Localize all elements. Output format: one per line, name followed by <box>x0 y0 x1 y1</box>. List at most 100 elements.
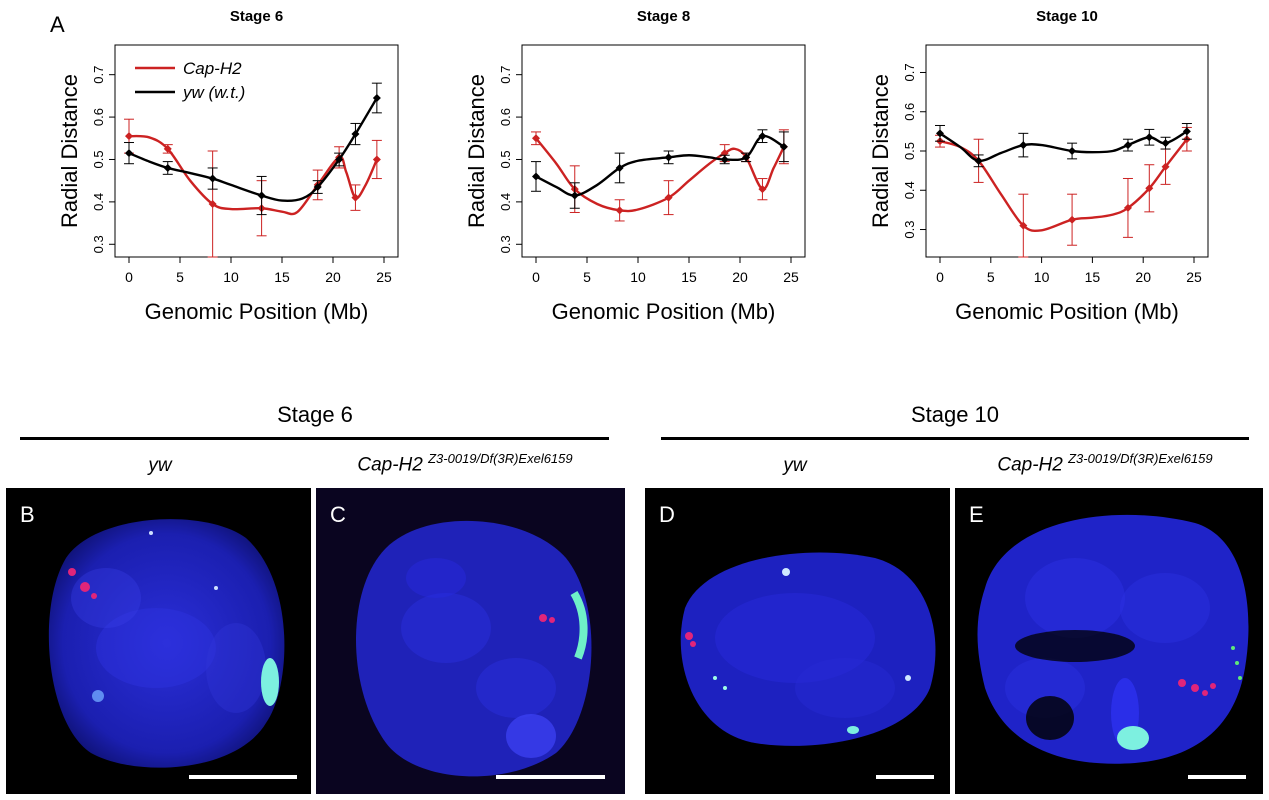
chart3-xtick-label: 10 <box>1034 269 1050 285</box>
stage6-title: Stage 6 <box>277 402 353 427</box>
chart3-xtick-label: 0 <box>936 269 944 285</box>
chart3-ytick-label: 0.4 <box>902 181 917 199</box>
chart2-series1-point <box>532 134 540 143</box>
genotype-d: yw <box>783 455 807 476</box>
chart1-series1-point <box>125 132 133 141</box>
chart1-series1-point <box>163 144 172 153</box>
chart2-series2-point <box>742 153 751 162</box>
chart1-series1-point <box>208 200 217 208</box>
scale-bar-d <box>876 775 934 779</box>
chart3-xtick-label: 5 <box>987 269 995 285</box>
panel-letter-c: C <box>330 502 346 527</box>
chart2-xlabel: Genomic Position (Mb) <box>552 299 776 324</box>
chart2-xtick-label: 5 <box>583 269 591 285</box>
chart2-series2-point <box>720 155 729 164</box>
chart2-series1-line <box>535 137 785 213</box>
chart3-xtick-label: 15 <box>1085 269 1101 285</box>
nucleus-image-d <box>680 552 936 746</box>
chart2-series1-point <box>615 206 624 215</box>
chart1-series1-point <box>351 193 360 202</box>
chart3-series2-point <box>1068 147 1077 155</box>
chart-area: Stage 6 0.3 0.4 0.5 0.6 0.7 0 5 10 15 20 25 Genomic … <box>57 8 1209 324</box>
chart2-series2-point <box>615 163 624 172</box>
chart2-title: Stage 8 <box>637 8 690 25</box>
panel-letter-b: B <box>20 502 35 527</box>
chart2-xtick-label: 10 <box>630 269 646 285</box>
chart2-series1-point <box>758 185 767 194</box>
micrograph-d: D <box>645 488 950 794</box>
genotype-b: yw <box>148 455 172 476</box>
nucleus-image-c <box>356 520 592 777</box>
chart3-ytick-label: 0.7 <box>902 63 917 81</box>
chart3-series1-point <box>1068 215 1077 224</box>
chart2-ytick-label: 0.5 <box>498 150 513 168</box>
chart3-series2-point <box>1123 141 1132 150</box>
chart1-xtick-label: 15 <box>274 269 290 285</box>
chart1-series2-point <box>335 155 344 164</box>
chart1-xtick-label: 20 <box>325 269 341 285</box>
chart1-ytick-label: 0.5 <box>91 150 106 168</box>
chart3-ytick-label: 0.6 <box>902 103 917 121</box>
chart3-xtick-label: 20 <box>1135 269 1151 285</box>
chart3-series2-point <box>936 129 944 138</box>
chart3-series1-point <box>1161 162 1170 171</box>
chart1-ytick-label: 0.7 <box>91 66 106 84</box>
chart3-series2-point <box>974 156 983 165</box>
chart2-xtick-label: 0 <box>532 269 540 285</box>
scale-bar-e <box>1188 775 1246 779</box>
chart1-legend-label-2: yw (w.t.) <box>182 83 245 102</box>
chart1-ytick-label: 0.3 <box>91 235 106 253</box>
panel-letter-e: E <box>969 502 984 527</box>
chart2-ytick-label: 0.4 <box>498 193 513 211</box>
chart2-xtick-label: 20 <box>732 269 748 285</box>
genotype-e: Cap-H2 Z3-0019/Df(3R)Exel6159 <box>997 451 1213 476</box>
chart3-series1-point <box>1123 203 1132 212</box>
chart2-series2-point <box>758 132 767 141</box>
chart1-series2-point <box>163 163 172 172</box>
chart1-series1-point <box>372 155 381 164</box>
stage10-divider <box>661 437 1249 440</box>
chart1-frame <box>114 44 399 258</box>
chart1-xlabel: Genomic Position (Mb) <box>145 299 369 324</box>
chart1-series2-point <box>125 149 133 158</box>
chart1-series2-point <box>372 94 381 102</box>
chart3-series1-point <box>1145 184 1154 193</box>
chart1-ylabel: Radial Distance <box>57 74 82 228</box>
chart1-series2-point <box>351 130 360 139</box>
stage6-divider <box>20 437 609 440</box>
chart3-series2-point <box>1182 127 1191 136</box>
chart1-xtick-label: 5 <box>176 269 184 285</box>
scale-bar-b <box>189 775 297 779</box>
chart1-legend-label-1: Cap-H2 <box>183 59 242 78</box>
chart1-series1-line <box>128 134 378 216</box>
chart1-title: Stage 6 <box>230 8 283 25</box>
chart2-series2-point <box>532 172 540 181</box>
stage10-title: Stage 10 <box>910 402 1000 427</box>
chart2-series2-point <box>779 142 788 151</box>
nucleus-image-b <box>48 519 285 768</box>
chart1-series2-point <box>313 183 322 192</box>
chart2-ytick-label: 0.3 <box>498 235 513 253</box>
chart3-series2-point <box>1161 139 1170 148</box>
chart1-xtick-label: 25 <box>376 269 392 285</box>
chart3-series1-point <box>1019 221 1028 230</box>
chart3-xlabel: Genomic Position (Mb) <box>955 299 1179 324</box>
chart3-ytick-label: 0.3 <box>902 220 917 238</box>
chart3-ylabel: Radial Distance <box>868 74 893 228</box>
chart2-ytick-label: 0.6 <box>498 108 513 126</box>
chart2-ytick-label: 0.7 <box>498 66 513 84</box>
micrograph-e: E <box>955 488 1263 794</box>
chart1-xtick-label: 10 <box>223 269 239 285</box>
chart3-series2-point <box>1145 133 1154 142</box>
micrograph-c: C <box>316 488 625 794</box>
chart3-xtick-label: 25 <box>1186 269 1202 285</box>
genotype-c: Cap-H2 Z3-0019/Df(3R)Exel6159 <box>357 451 573 476</box>
chart1-ytick-label: 0.4 <box>91 193 106 211</box>
chart3-title: Stage 10 <box>1036 8 1098 25</box>
chart2-series2-point <box>664 153 673 162</box>
nucleus-image-e <box>977 514 1249 764</box>
panel-a-label: A <box>50 12 65 37</box>
panel-letter-d: D <box>659 502 675 527</box>
scale-bar-c <box>496 775 605 779</box>
chart3-ytick-label: 0.5 <box>902 142 917 160</box>
